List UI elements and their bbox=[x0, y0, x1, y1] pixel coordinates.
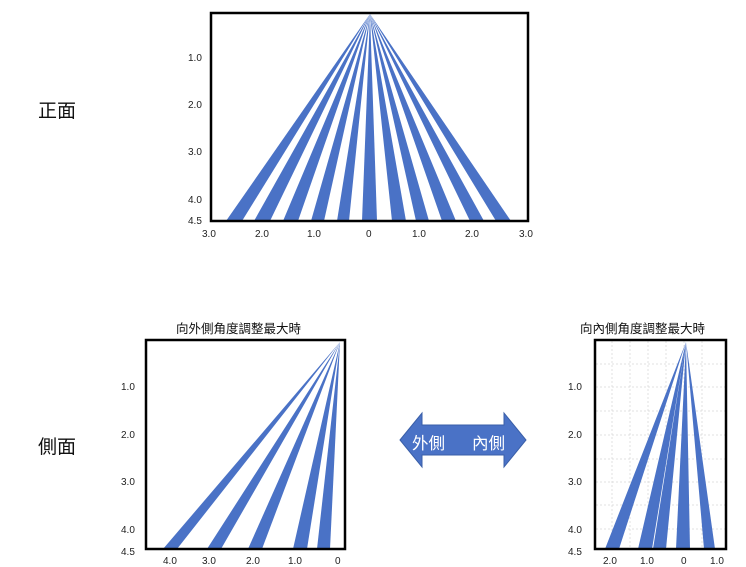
double-arrow-icon bbox=[399, 411, 527, 469]
beam-4 bbox=[293, 342, 340, 549]
beam-7 bbox=[370, 14, 406, 221]
beam-10 bbox=[370, 14, 484, 221]
front-y-tick: 4.5 bbox=[188, 216, 202, 227]
beam-1 bbox=[605, 342, 686, 549]
side-outward-beams bbox=[144, 338, 347, 551]
side-outward-y-tick: 2.0 bbox=[121, 430, 135, 441]
beam-11 bbox=[370, 14, 511, 221]
side-outward-x-tick: 1.0 bbox=[288, 556, 302, 567]
front-beams bbox=[209, 11, 530, 223]
arrow-outward-label: 外側 bbox=[412, 435, 445, 453]
beam-6 bbox=[362, 14, 377, 221]
front-x-tick: 3.0 bbox=[519, 229, 533, 240]
front-y-tick: 4.0 bbox=[188, 195, 202, 206]
side-inward-x-tick: 1.0 bbox=[640, 556, 654, 567]
side-outward-x-tick: 0 bbox=[335, 556, 341, 567]
side-inward-y-tick: 3.0 bbox=[568, 477, 582, 488]
side-outward-frame bbox=[144, 338, 347, 551]
front-x-tick: 0 bbox=[366, 229, 372, 240]
front-x-tick: 1.0 bbox=[307, 229, 321, 240]
beam-5 bbox=[317, 342, 340, 549]
side-inward-y-tick: 4.0 bbox=[568, 525, 582, 536]
front-frame bbox=[209, 11, 530, 223]
side-outward-y-tick: 3.0 bbox=[121, 477, 135, 488]
front-y-tick: 3.0 bbox=[188, 147, 202, 158]
side-inward-y-tick: 2.0 bbox=[568, 430, 582, 441]
arrow-inward-label: 內側 bbox=[472, 435, 505, 453]
beam-1 bbox=[163, 342, 340, 549]
side-outward-x-tick: 2.0 bbox=[246, 556, 260, 567]
side-inward-x-tick: 1.0 bbox=[710, 556, 724, 567]
beam-9 bbox=[370, 14, 456, 221]
side-inward-y-tick: 1.0 bbox=[568, 382, 582, 393]
side-outward-y-tick: 4.0 bbox=[121, 525, 135, 536]
front-y-tick: 1.0 bbox=[188, 53, 202, 64]
side-inward-y-tick: 4.5 bbox=[568, 547, 582, 558]
front-view-label: 正面 bbox=[38, 101, 77, 122]
front-x-tick: 1.0 bbox=[412, 229, 426, 240]
beam-1 bbox=[226, 14, 370, 221]
beam-8 bbox=[370, 14, 429, 221]
side-inward-beams bbox=[593, 338, 728, 551]
front-x-tick: 2.0 bbox=[465, 229, 479, 240]
side-inward-x-tick: 2.0 bbox=[603, 556, 617, 567]
side-outward-x-tick: 4.0 bbox=[163, 556, 177, 567]
beam-3 bbox=[248, 342, 340, 549]
side-view-label: 側面 bbox=[38, 437, 77, 458]
side-inward-x-tick: 0 bbox=[681, 556, 687, 567]
side-outward-y-tick: 4.5 bbox=[121, 547, 135, 558]
front-x-tick: 2.0 bbox=[255, 229, 269, 240]
front-y-tick: 2.0 bbox=[188, 100, 202, 111]
beam-5 bbox=[337, 14, 370, 221]
beam-2 bbox=[638, 342, 686, 549]
beam-3 bbox=[283, 14, 370, 221]
beam-5 bbox=[686, 342, 715, 549]
side-outward-y-tick: 1.0 bbox=[121, 382, 135, 393]
side-inward-frame bbox=[593, 338, 728, 551]
beam-2 bbox=[207, 342, 340, 549]
beam-4 bbox=[676, 342, 690, 549]
beam-2 bbox=[254, 14, 370, 221]
side-inward-title: 向內側角度調整最大時 bbox=[580, 322, 706, 336]
front-x-tick: 3.0 bbox=[202, 229, 216, 240]
side-outward-x-tick: 3.0 bbox=[202, 556, 216, 567]
beam-4 bbox=[311, 14, 370, 221]
side-outward-title: 向外側角度調整最大時 bbox=[176, 322, 302, 336]
beam-3 bbox=[653, 342, 686, 549]
